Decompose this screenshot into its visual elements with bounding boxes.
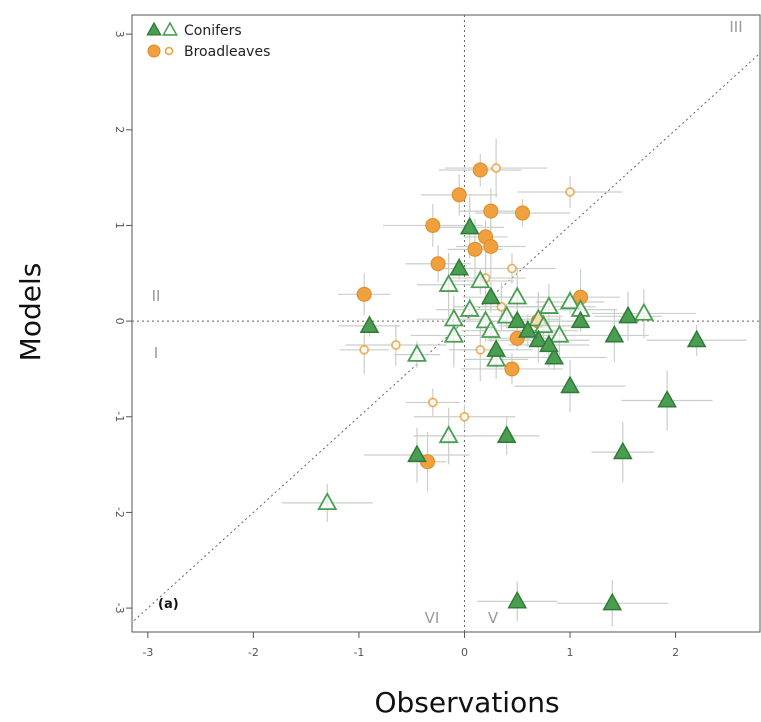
- y-tick-label: 3: [113, 31, 126, 38]
- conifer-point-filled: [544, 346, 565, 365]
- x-tick-label: 2: [672, 646, 679, 659]
- broadleaf-point-open: [459, 411, 470, 422]
- legend-label-conifers: Conifers: [184, 23, 242, 39]
- conifer-point-filled: [686, 329, 707, 348]
- x-tick-label: -1: [353, 646, 364, 659]
- y-tick-label: 0: [113, 318, 126, 325]
- panel-label: (a): [158, 597, 179, 612]
- conifer-point-filled: [459, 216, 480, 235]
- quadrant-label: V: [488, 609, 499, 627]
- broadleaf-point-open: [496, 301, 507, 312]
- legend-broadleaf-open-icon: [164, 46, 174, 56]
- conifer-point-filled: [481, 286, 501, 305]
- quadrant-label: III: [729, 18, 742, 36]
- quadrant-label: VI: [425, 609, 440, 627]
- conifer-point-filled: [486, 339, 506, 357]
- broadleaf-point-open: [475, 344, 486, 355]
- conifer-point-open: [533, 315, 554, 334]
- conifer-point-open: [459, 298, 480, 317]
- broadleaf-point-filled: [483, 238, 499, 254]
- conifer-point-filled: [604, 324, 625, 343]
- y-tick-label: 1: [113, 222, 126, 229]
- plot-frame: [131, 14, 761, 633]
- broadleaf-point-filled: [430, 256, 446, 272]
- conifer-point-filled: [507, 590, 528, 609]
- conifer-point-open: [549, 324, 570, 343]
- conifer-point-filled: [359, 315, 380, 333]
- conifer-point-open: [317, 492, 338, 511]
- y-tick-label: -1: [113, 411, 126, 422]
- broadleaf-point-open: [507, 263, 517, 274]
- conifer-point-filled: [449, 257, 470, 276]
- y-tick-label: -2: [113, 507, 126, 518]
- x-tick-label: 0: [461, 646, 468, 659]
- conifer-point-filled: [539, 334, 559, 353]
- conifer-point-filled: [570, 310, 591, 329]
- broadleaf-point-filled: [356, 286, 372, 302]
- conifer-point-open: [443, 324, 464, 343]
- conifer-point-open: [496, 305, 517, 324]
- conifer-point-open: [438, 425, 459, 444]
- conifer-point-open: [406, 343, 428, 362]
- x-tick-label: 1: [567, 646, 574, 659]
- conifer-point-open: [486, 348, 507, 367]
- conifer-point-filled: [560, 375, 580, 394]
- identity-line: [132, 52, 760, 624]
- conifer-point-open: [443, 308, 464, 327]
- conifer-point-open: [438, 273, 459, 292]
- legend-label-broadleaves: Broadleaves: [184, 44, 270, 60]
- x-tick-label: -3: [142, 646, 153, 659]
- y-tick-label: 2: [113, 126, 126, 133]
- conifer-point-open: [470, 270, 491, 289]
- broadleaf-point-open: [565, 187, 575, 197]
- conifer-point-filled: [618, 305, 638, 324]
- conifer-point-open: [633, 302, 654, 321]
- legend-conifer-open-icon: [161, 21, 179, 36]
- conifer-point-filled: [517, 320, 538, 338]
- conifer-point-filled: [528, 329, 549, 348]
- legend-broadleaf-filled-icon: [147, 44, 161, 58]
- broadleaf-point-filled: [472, 162, 488, 178]
- conifer-point-open: [507, 286, 528, 305]
- conifer-point-filled: [657, 389, 677, 408]
- conifer-point-filled: [496, 425, 517, 443]
- broadleaf-point-filled: [451, 187, 467, 203]
- conifer-point-open: [480, 319, 501, 338]
- quadrant-label: I: [154, 344, 158, 362]
- broadleaf-point-filled: [425, 217, 441, 233]
- x-axis-title: Observations: [374, 686, 559, 719]
- conifer-point-filled: [507, 310, 528, 329]
- conifer-point-filled: [602, 592, 623, 611]
- broadleaf-point-filled: [467, 241, 483, 257]
- conifer-point-open: [559, 291, 581, 310]
- y-axis-title: Models: [14, 263, 47, 362]
- broadleaf-point-filled: [483, 203, 499, 219]
- broadleaf-point-open: [390, 340, 401, 350]
- broadleaf-point-open: [491, 163, 502, 173]
- legend-conifer-filled-icon: [146, 21, 162, 36]
- y-tick-label: -3: [113, 603, 126, 614]
- broadleaf-point-filled: [504, 361, 520, 377]
- conifer-point-filled: [612, 441, 633, 460]
- broadleaf-point-open: [359, 344, 370, 355]
- quadrant-label: II: [152, 287, 161, 305]
- conifer-point-filled: [407, 444, 427, 463]
- broadleaf-point-open: [427, 397, 438, 408]
- broadleaf-point-filled: [515, 205, 531, 221]
- x-tick-label: -2: [248, 646, 259, 659]
- conifer-point-open: [538, 295, 559, 314]
